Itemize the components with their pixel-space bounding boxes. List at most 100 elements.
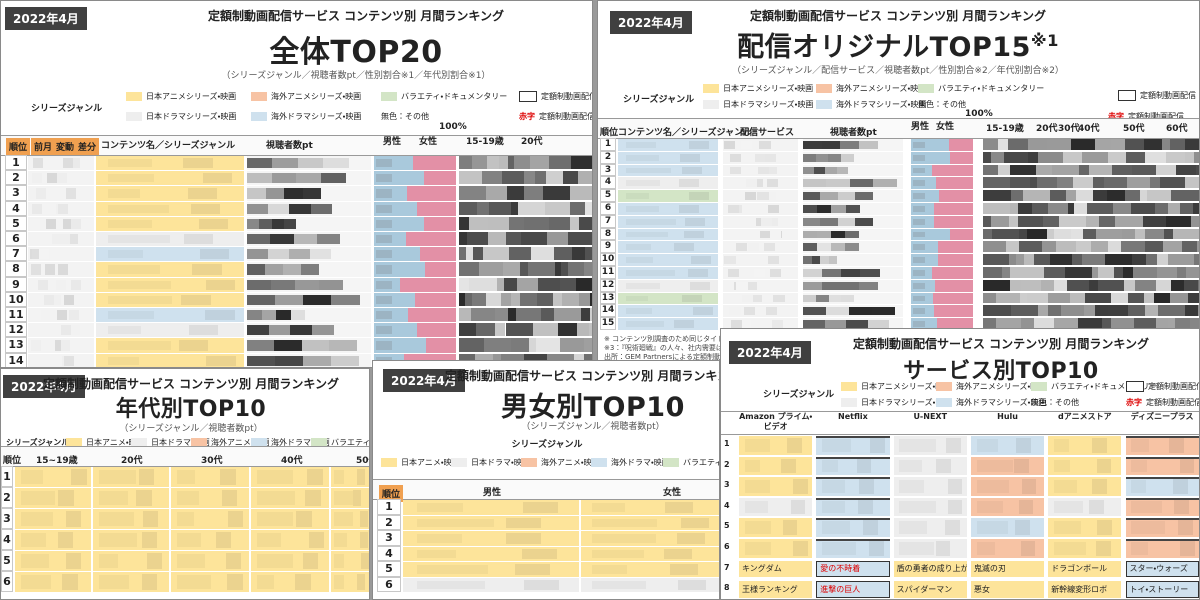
blurred-block — [1024, 254, 1034, 265]
report-panel: 2022年4月 定額制動画配信サービス コンテンツ別 月間ランキング 配信オリジナル… — [597, 0, 1200, 362]
blurred-block — [1050, 254, 1072, 265]
blurred-block — [1092, 267, 1099, 278]
blurred-block — [983, 177, 1011, 189]
legend-item: 海外ドラマ・映画 — [251, 437, 330, 448]
legend-text: 海外アニメシリーズ・映画 — [836, 84, 927, 93]
rank: 13 — [5, 337, 27, 353]
legend-text: 海外アニメ・映画 — [541, 458, 600, 467]
rank: 2 — [5, 170, 27, 186]
blurred-block — [93, 551, 169, 571]
blurred-block — [485, 292, 501, 306]
blurred-block — [329, 340, 357, 351]
blurred-block — [626, 180, 661, 187]
blurred-block — [99, 554, 119, 568]
blurred-block — [1091, 241, 1109, 253]
column-header: 100% — [439, 122, 467, 132]
blurred-block — [511, 292, 521, 306]
blurred-block — [107, 189, 141, 198]
blurred-block — [265, 264, 284, 275]
blurred-block — [618, 139, 718, 151]
blurred-block — [1066, 279, 1090, 291]
blurred-block — [581, 515, 719, 530]
blurred-block — [859, 281, 879, 290]
blurred-block — [1010, 177, 1030, 189]
blurred-block — [913, 180, 926, 187]
legend-swatch — [663, 458, 679, 467]
column-header: 配信サービス — [740, 128, 795, 138]
blurred-block — [536, 292, 554, 306]
date-badge: 2022年4月 — [383, 369, 465, 392]
blurred-block — [569, 216, 580, 230]
blurred-block — [911, 190, 939, 202]
blurred-block — [31, 203, 42, 214]
rank: 11 — [600, 266, 616, 279]
blurred-block — [1115, 215, 1143, 227]
blurred-block — [251, 488, 329, 508]
blurred-block — [1131, 480, 1147, 493]
blurred-block — [739, 320, 752, 328]
blurred-block — [983, 254, 1009, 265]
blurred-block — [376, 219, 393, 228]
blurred-block — [560, 338, 584, 352]
content-title: トイ・ストーリー — [1125, 581, 1199, 598]
blurred-block — [1044, 267, 1066, 278]
blurred-block — [96, 247, 244, 262]
title: 男女別TOP10 — [501, 385, 685, 424]
blurred-block — [995, 318, 1022, 329]
blurred-block — [1099, 215, 1116, 227]
blurred-block — [1110, 292, 1128, 304]
date-badge: 2022年4月 — [729, 341, 811, 364]
blurred-block — [1177, 267, 1187, 278]
blurred-block — [63, 158, 73, 169]
blurred-block — [376, 341, 393, 350]
blurred-block — [60, 340, 71, 351]
legend-text: 日本アニメシリーズ・映画 — [861, 382, 952, 391]
blurred-block — [1037, 177, 1057, 189]
blurred-block — [360, 511, 369, 527]
blurred-block — [202, 173, 233, 184]
blurred-block — [290, 310, 306, 321]
blurred-block — [913, 270, 926, 276]
blurred-block — [1054, 542, 1086, 555]
legend-swatch — [1118, 90, 1136, 101]
blurred-block — [1065, 267, 1093, 278]
legend-item: 無色：その他 — [1031, 397, 1079, 408]
blurred-block — [899, 500, 936, 514]
legend-item: 海外ドラマ・映画 — [591, 457, 670, 468]
blurred-block — [1111, 318, 1135, 329]
subtitle: 定額制動画配信サービス コンテンツ別 月間ランキング — [445, 369, 720, 383]
blurred-block — [913, 308, 926, 315]
blurred-block — [181, 294, 211, 305]
blurred-block — [581, 500, 719, 515]
blurred-block — [911, 228, 950, 241]
blurred-block — [1167, 203, 1181, 214]
blurred-block — [376, 326, 393, 335]
legend-text: バラエティ・ドキュメンタリー — [1051, 382, 1158, 391]
blurred-block — [99, 533, 137, 547]
blurred-block — [1156, 318, 1168, 329]
blurred-block — [15, 467, 91, 487]
blurred-block — [1027, 151, 1038, 163]
blurred-block — [1054, 480, 1077, 493]
blurred-block — [417, 534, 462, 543]
blurred-block — [803, 230, 818, 239]
service-header: U-NEXT — [913, 412, 948, 421]
blurred-block — [177, 512, 194, 526]
blurred-block — [188, 325, 219, 336]
blurred-block — [579, 292, 590, 306]
blurred-block — [459, 186, 487, 200]
blurred-block — [1169, 438, 1184, 453]
blurred-block — [728, 205, 740, 213]
blurred-block — [251, 467, 329, 487]
blurred-block — [581, 546, 719, 561]
blurred-block — [579, 216, 592, 230]
blurred-block — [739, 436, 813, 455]
blurred-block — [1052, 164, 1080, 176]
blurred-block — [1197, 279, 1199, 291]
blurred-block — [750, 294, 762, 303]
blurred-block — [787, 438, 803, 453]
blurred-block — [21, 575, 51, 589]
blurred-block — [1026, 292, 1049, 304]
content-title: 悪女 — [970, 581, 1045, 598]
legend-text: 海外ドラマシリーズ・映画 — [836, 100, 927, 109]
